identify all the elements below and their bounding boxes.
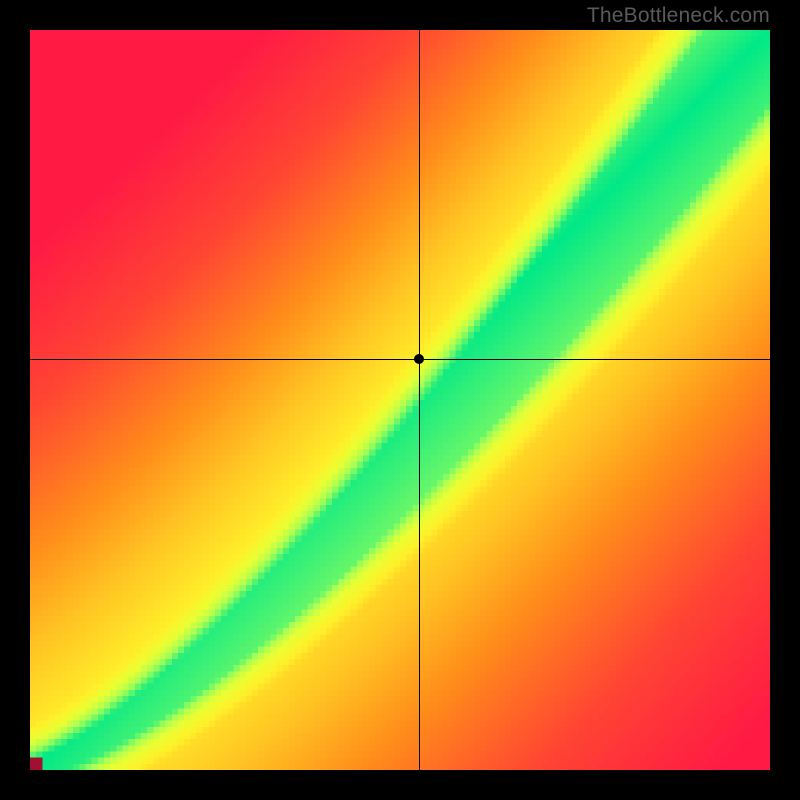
selection-marker xyxy=(414,354,424,364)
watermark-text: TheBottleneck.com xyxy=(587,4,770,28)
bottleneck-heatmap xyxy=(30,30,770,770)
chart-container: TheBottleneck.com xyxy=(0,0,800,800)
crosshair-horizontal xyxy=(30,359,770,360)
crosshair-vertical xyxy=(419,30,420,770)
